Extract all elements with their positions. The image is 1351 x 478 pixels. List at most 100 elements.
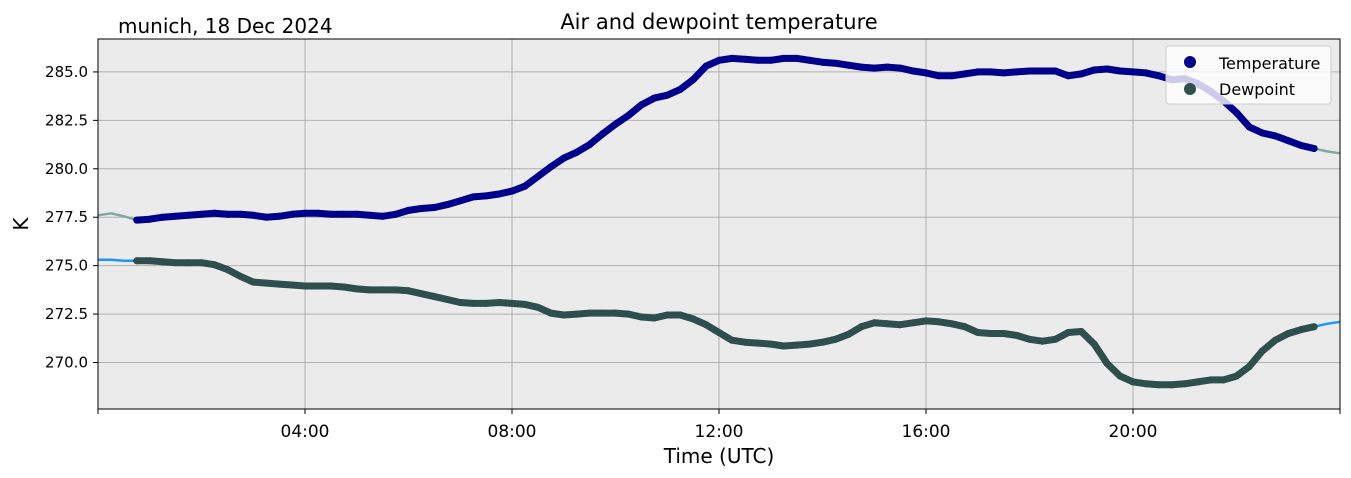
y-axis-label: K: [9, 217, 33, 231]
data-point-dewpoint: [844, 330, 852, 338]
y-tick-label: 272.5: [45, 305, 88, 323]
data-point-temperature: [857, 63, 865, 71]
data-point-temperature: [1297, 142, 1305, 149]
data-point-dewpoint: [159, 258, 167, 266]
x-tick-label: 12:00: [695, 422, 744, 442]
data-point-temperature: [1155, 72, 1163, 80]
data-point-dewpoint: [1051, 335, 1059, 343]
data-point-dewpoint: [663, 311, 671, 319]
data-point-dewpoint: [586, 309, 594, 317]
data-point-dewpoint: [767, 340, 775, 348]
data-point-temperature: [275, 212, 283, 220]
data-point-dewpoint: [521, 300, 529, 308]
data-point-temperature: [482, 192, 490, 200]
data-point-dewpoint: [1129, 378, 1137, 386]
data-point-dewpoint: [430, 293, 438, 301]
data-point-temperature: [146, 215, 154, 223]
data-point-temperature: [1310, 145, 1318, 152]
data-point-temperature: [443, 201, 451, 209]
data-point-temperature: [560, 154, 568, 162]
data-point-dewpoint: [1155, 381, 1163, 389]
x-axis-label: Time (UTC): [663, 444, 775, 468]
data-point-temperature: [767, 56, 775, 64]
data-point-dewpoint: [236, 272, 244, 280]
data-point-dewpoint: [637, 313, 645, 321]
data-point-temperature: [1284, 137, 1292, 145]
data-point-temperature: [392, 210, 400, 218]
legend-box: [1165, 45, 1332, 105]
data-point-dewpoint: [314, 282, 322, 290]
data-point-temperature: [573, 148, 581, 156]
data-point-temperature: [1000, 69, 1008, 77]
data-point-temperature: [249, 211, 257, 219]
data-point-temperature: [831, 59, 839, 67]
data-point-temperature: [844, 61, 852, 69]
data-point-dewpoint: [728, 336, 736, 344]
data-point-temperature: [780, 54, 788, 62]
data-point-temperature: [262, 213, 270, 221]
data-point-dewpoint: [599, 309, 607, 317]
data-point-dewpoint: [275, 280, 283, 288]
data-point-temperature: [793, 54, 801, 62]
data-point-temperature: [405, 206, 412, 214]
data-point-temperature: [961, 70, 969, 78]
data-point-temperature: [1064, 72, 1072, 80]
data-point-temperature: [1129, 68, 1137, 76]
data-point-temperature: [612, 120, 619, 128]
data-point-dewpoint: [702, 321, 710, 329]
data-point-dewpoint: [1064, 329, 1072, 336]
y-tick-label: 285.0: [45, 63, 88, 81]
data-point-temperature: [288, 210, 296, 218]
data-point-dewpoint: [456, 299, 464, 306]
data-point-temperature: [637, 101, 645, 109]
data-point-temperature: [741, 55, 749, 63]
data-point-temperature: [1116, 67, 1124, 75]
data-point-temperature: [1258, 129, 1266, 137]
chart-title: Air and dewpoint temperature: [560, 10, 877, 34]
data-point-dewpoint: [1013, 331, 1021, 339]
data-point-dewpoint: [741, 338, 749, 346]
data-point-temperature: [870, 64, 878, 72]
data-point-dewpoint: [819, 338, 826, 346]
data-point-dewpoint: [961, 323, 969, 331]
data-point-dewpoint: [185, 259, 193, 267]
data-point-temperature: [819, 58, 826, 66]
data-point-dewpoint: [1168, 381, 1176, 389]
data-point-temperature: [1271, 132, 1279, 140]
data-point-temperature: [379, 212, 387, 220]
data-point-dewpoint: [650, 314, 658, 322]
data-point-temperature: [1013, 68, 1021, 76]
data-point-temperature: [210, 209, 218, 217]
legend-marker-temperature: [1184, 56, 1196, 68]
data-point-dewpoint: [508, 299, 516, 307]
data-point-dewpoint: [624, 310, 632, 318]
data-point-temperature: [1233, 109, 1240, 117]
data-point-dewpoint: [935, 318, 943, 326]
data-point-dewpoint: [1181, 380, 1189, 388]
data-point-temperature: [1142, 69, 1150, 77]
data-point-temperature: [754, 56, 762, 64]
data-point-temperature: [883, 63, 891, 71]
data-point-temperature: [1051, 67, 1059, 75]
data-point-temperature: [624, 112, 632, 119]
data-point-dewpoint: [1026, 335, 1033, 343]
data-point-dewpoint: [1103, 360, 1111, 367]
data-point-temperature: [599, 130, 607, 138]
data-point-dewpoint: [366, 286, 374, 294]
data-point-dewpoint: [1220, 376, 1228, 384]
data-point-temperature: [327, 210, 335, 218]
data-point-dewpoint: [793, 341, 801, 349]
data-point-dewpoint: [974, 329, 982, 336]
data-point-temperature: [301, 209, 309, 217]
data-point-dewpoint: [1245, 362, 1253, 370]
data-point-dewpoint: [831, 335, 839, 343]
data-point-dewpoint: [443, 296, 451, 303]
data-point-dewpoint: [495, 299, 503, 306]
legend: Temperature Dewpoint: [1165, 45, 1332, 105]
data-point-dewpoint: [715, 329, 723, 336]
data-point-dewpoint: [534, 303, 542, 311]
data-point-dewpoint: [1297, 326, 1305, 334]
data-point-dewpoint: [249, 278, 257, 286]
data-point-temperature: [417, 205, 425, 212]
data-point-dewpoint: [1207, 376, 1215, 384]
